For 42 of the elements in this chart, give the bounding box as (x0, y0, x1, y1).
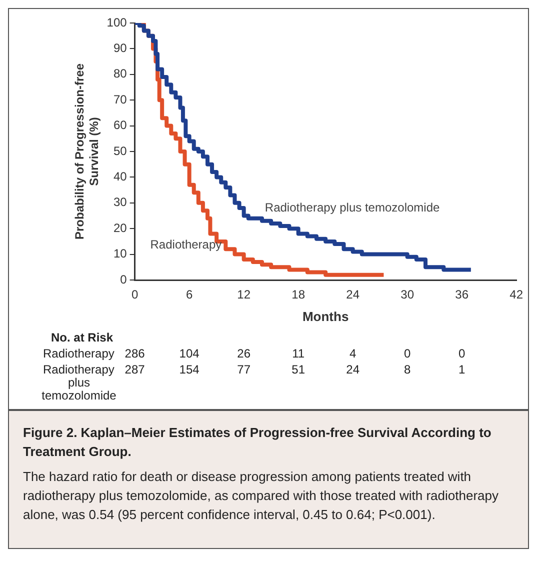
text: 1 (458, 362, 466, 376)
x-tick-label: 12 (237, 288, 251, 302)
text: Radiotherapy plus temozolomide (42, 362, 117, 402)
y-tick-label: 10 (113, 246, 128, 261)
y-tick-label: 20 (113, 220, 128, 235)
text: 51 (292, 362, 306, 376)
series-label: Radiotherapy (150, 237, 222, 252)
y-tick-label: 90 (113, 41, 128, 56)
text: 287 (124, 362, 146, 376)
text: Radiotherapy (43, 346, 114, 360)
text: 24 (346, 362, 360, 376)
text: 286 (124, 346, 146, 360)
y-tick-label: 60 (113, 118, 128, 132)
x-tick-label: 24 (346, 288, 360, 302)
text: 26 (237, 346, 251, 360)
text: The hazard ratio for death or disease progression among patients treated with radiotherapy plus temozolomide, as compared with those treated with radiotherapy alone, was 0.54 (95 percent confidence interval, 0.45 to 0.64; P<0.001). (23, 468, 500, 524)
text: 77 (237, 362, 251, 376)
y-tick-label: 100 (106, 15, 128, 30)
x-tick-label: 30 (400, 288, 414, 302)
y-axis-title: Probability of Progression-free Survival (%) (72, 63, 101, 240)
x-tick-label: 0 (131, 288, 138, 302)
series-label: Radiotherapy plus temozolomide (264, 200, 440, 215)
text: 11 (292, 346, 305, 360)
y-tick-label: 0 (120, 272, 128, 286)
x-tick-label: 18 (292, 288, 306, 302)
y-tick-label: 80 (113, 66, 128, 81)
text: 154 (179, 362, 200, 376)
text: 0 (404, 346, 411, 360)
y-tick-label: 30 (113, 195, 128, 210)
text: No. at Risk (51, 330, 114, 344)
text: 104 (179, 346, 200, 360)
text: 0 (458, 346, 466, 360)
text: 4 (349, 346, 356, 360)
text: Figure 2. Kaplan–Meier Estimates of Progression-free Survival According to Treatment Group. (23, 424, 492, 461)
x-axis-title: Months (302, 308, 349, 324)
y-tick-label: 70 (113, 92, 128, 106)
x-tick-label: 6 (186, 288, 193, 302)
x-tick-label: 36 (455, 288, 469, 302)
text: 8 (404, 362, 411, 376)
x-tick-label: 42 (510, 288, 524, 302)
y-tick-label: 50 (113, 144, 128, 158)
y-tick-label: 40 (113, 170, 128, 184)
